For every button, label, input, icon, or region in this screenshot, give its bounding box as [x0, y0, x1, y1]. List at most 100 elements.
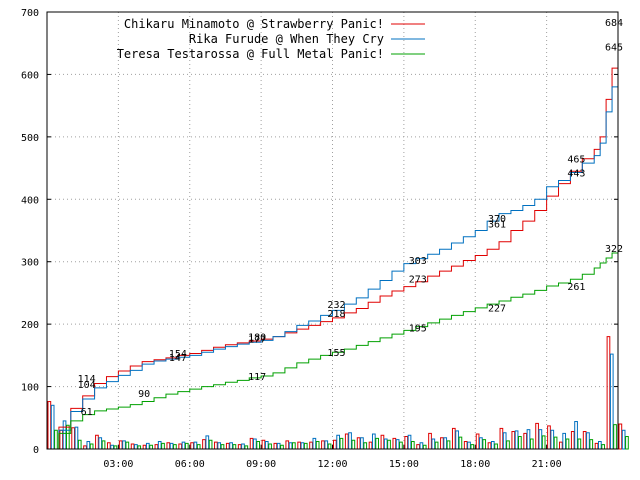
activity-bar	[241, 443, 245, 450]
activity-bar	[529, 438, 534, 450]
activity-bar	[502, 432, 507, 450]
activity-bar	[280, 444, 284, 450]
activity-bar	[54, 429, 58, 450]
y-tick-label: 0	[33, 445, 39, 456]
activity-bar	[62, 420, 67, 450]
data-label: 370	[488, 214, 506, 225]
plot-frame	[46, 11, 619, 450]
activity-bar	[125, 441, 130, 450]
activity-bar	[232, 444, 237, 450]
activity-bar	[297, 441, 302, 450]
activity-bar	[360, 437, 364, 450]
activity-bar	[609, 353, 614, 450]
activity-bar	[506, 440, 510, 450]
grid-layer	[47, 12, 618, 449]
y-tick-label: 100	[21, 383, 39, 394]
legend-label: Chikaru Minamoto @ Strawberry Panic!	[124, 17, 384, 31]
activity-bar	[47, 401, 52, 450]
activity-bar	[315, 441, 320, 450]
activity-bar	[276, 442, 281, 450]
series-line	[47, 46, 619, 450]
activity-bar	[470, 444, 475, 450]
activity-bar	[482, 439, 487, 450]
activity-bar	[618, 423, 623, 450]
data-label: 114	[78, 374, 96, 385]
activity-bar	[559, 441, 563, 450]
data-label: 147	[169, 353, 187, 364]
activity-bar	[553, 436, 558, 450]
activity-bar	[344, 433, 349, 450]
activity-bar	[589, 439, 594, 450]
activity-bar	[237, 444, 242, 450]
x-tick-label: 12:00	[317, 459, 347, 470]
activity-bar	[145, 442, 150, 450]
activity-bar	[122, 440, 126, 450]
activity-bar	[196, 444, 201, 450]
data-label: 465	[567, 155, 585, 166]
activity-bar	[407, 434, 412, 450]
activity-bar	[487, 442, 492, 450]
activity-bar	[190, 442, 194, 450]
activity-bar	[149, 444, 153, 450]
activity-bar	[410, 441, 415, 450]
activity-bar	[541, 435, 546, 450]
activity-bar	[71, 427, 75, 450]
line-layer	[47, 21, 619, 450]
activity-bar	[467, 441, 471, 450]
activity-bar	[253, 438, 257, 450]
activity-bar	[205, 435, 210, 450]
data-label: 645	[605, 42, 623, 53]
activity-bar	[395, 439, 400, 450]
activity-bar	[458, 436, 463, 450]
activity-bar	[431, 438, 436, 450]
activity-bar	[422, 444, 427, 450]
data-label: 104	[78, 380, 96, 391]
activity-bar	[208, 439, 213, 450]
activity-bar	[518, 436, 522, 450]
legend: Chikaru Minamoto @ Strawberry Panic!Rika…	[117, 17, 425, 61]
activity-bar	[586, 432, 590, 450]
activity-bar	[538, 429, 543, 450]
activity-bar	[268, 443, 272, 450]
activity-bar	[419, 442, 424, 450]
activity-bar	[333, 439, 337, 450]
activity-bar	[110, 444, 114, 450]
activity-bar	[404, 436, 409, 450]
activity-bar	[428, 432, 432, 450]
activity-bar	[303, 442, 308, 450]
activity-bar	[598, 441, 602, 450]
activity-bar	[443, 437, 448, 450]
activity-bar	[582, 431, 587, 450]
activity-bar	[161, 442, 165, 450]
activity-bar	[371, 433, 376, 450]
activity-bar	[368, 441, 373, 450]
activity-bar	[288, 442, 293, 450]
activity-bar	[499, 427, 504, 450]
activity-bar	[292, 442, 296, 450]
activity-bar	[184, 442, 189, 450]
activity-bar	[256, 441, 261, 450]
activity-bar	[621, 429, 626, 450]
activity-bar	[181, 441, 186, 450]
y-tick-label: 300	[21, 258, 39, 269]
data-label: 195	[409, 323, 427, 334]
activity-bar	[434, 441, 439, 450]
activity-bar	[89, 443, 94, 450]
activity-bar	[336, 434, 340, 450]
y-tick-label: 200	[21, 320, 39, 331]
series-line	[47, 247, 619, 450]
activity-bar	[101, 440, 106, 450]
activity-bar	[363, 442, 368, 450]
activity-bar	[526, 429, 531, 450]
activity-bar	[285, 440, 290, 450]
data-label: 180	[248, 333, 266, 344]
activity-bar	[217, 442, 222, 450]
data-label: 261	[567, 282, 585, 293]
data-label: 154	[169, 349, 187, 360]
activity-bar	[118, 440, 123, 450]
activity-bar	[625, 436, 629, 450]
activity-bar	[98, 437, 103, 450]
activity-bar	[523, 432, 528, 450]
activity-bar	[356, 437, 361, 450]
